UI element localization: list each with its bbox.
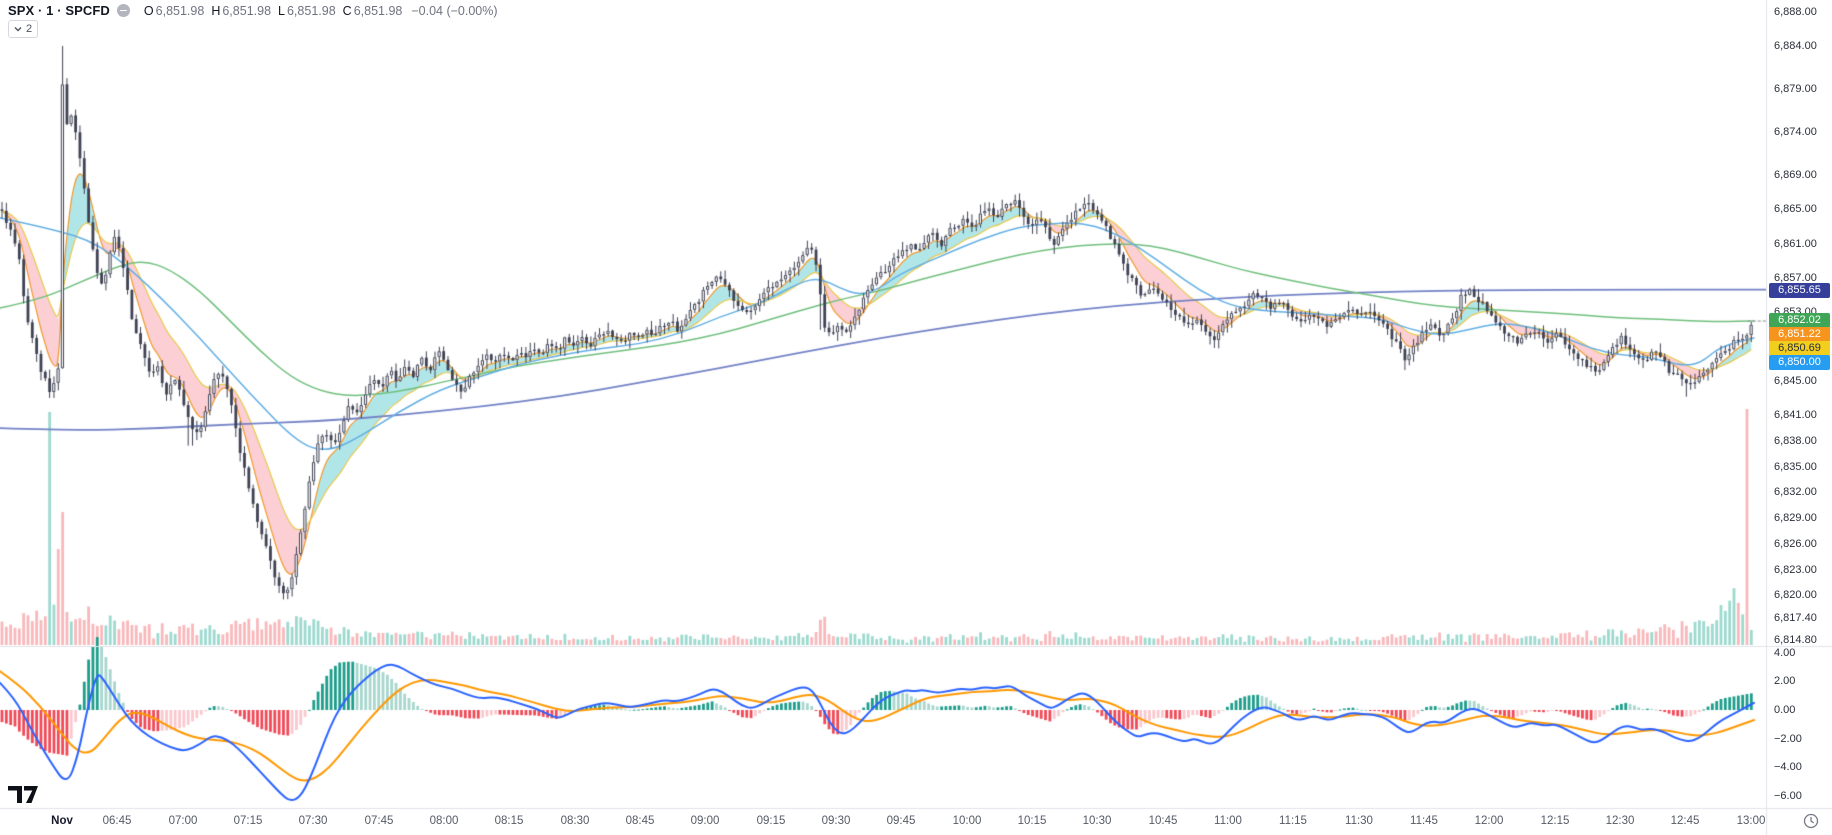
symbol-title[interactable]: SPX · 1 · SPCFD <box>8 3 110 18</box>
time-label: 10:15 <box>1017 815 1047 827</box>
price-scale[interactable]: 6,888.00 6,884.00 6,879.00 6,874.00 6,869.00… <box>1767 0 1832 808</box>
ohlc-values: O 6,851.98 H 6,851.98 L 6,851.98 C 6,851.98 <box>137 4 402 18</box>
time-label: 07:30 <box>298 815 328 827</box>
price-tick-label: 6,832.00 <box>1774 486 1817 498</box>
time-label: 11:45 <box>1410 815 1438 827</box>
price-tick-label: 6,841.00 <box>1774 409 1817 421</box>
time-label: 10:00 <box>952 815 982 827</box>
chevron-down-icon <box>14 27 22 32</box>
ohlc-value: 6,851.98 <box>155 3 205 18</box>
time-scale[interactable]: Nov 06:45 07:00 07:15 07:30 07:45 08:00 08:15 08… <box>0 809 1832 835</box>
price-tick-label: −6.00 <box>1774 790 1802 802</box>
price-tick-label: −2.00 <box>1774 733 1802 745</box>
collapsed-indicator-count: 2 <box>26 23 33 35</box>
time-label: 11:30 <box>1345 815 1373 827</box>
price-tick-label: 6,861.00 <box>1774 238 1817 250</box>
timezone-clock-icon[interactable] <box>1802 812 1820 830</box>
price-tick-label: 6,857.00 <box>1774 272 1817 284</box>
time-label: 12:00 <box>1474 815 1504 827</box>
price-tick-label: 6,865.00 <box>1774 203 1817 215</box>
time-label: 08:15 <box>494 815 524 827</box>
price-badge: 6,852.02 <box>1769 313 1830 328</box>
change-value: −0.04 (−0.00%) <box>411 3 498 18</box>
time-label: 10:30 <box>1082 815 1112 827</box>
ohlc-value: 6,851.98 <box>353 3 403 18</box>
time-label: 09:00 <box>690 815 720 827</box>
price-tick-label: 6,874.00 <box>1774 126 1817 138</box>
price-tick-label: 6,869.00 <box>1774 169 1817 181</box>
time-label: 09:15 <box>756 815 786 827</box>
price-tick-label: 6,814.80 <box>1774 634 1817 646</box>
price-tick-label: 6,826.00 <box>1774 538 1817 550</box>
price-tick-label: 2.00 <box>1774 675 1796 687</box>
price-badge: 6,855.65 <box>1769 283 1830 298</box>
time-label: 11:00 <box>1214 815 1242 827</box>
ohlc-value: 6,851.98 <box>286 3 336 18</box>
time-label: 07:45 <box>364 815 394 827</box>
price-tick-label: 4.00 <box>1774 647 1796 659</box>
price-badge: 6,850.69 <box>1769 341 1830 356</box>
price-tick-label: 6,835.00 <box>1774 461 1817 473</box>
market-status-minus-icon <box>116 4 130 17</box>
time-label: 09:45 <box>886 815 916 827</box>
time-label: 10:45 <box>1148 815 1178 827</box>
price-tick-label: 6,884.00 <box>1774 40 1817 52</box>
price-tick-label: 0.00 <box>1774 704 1796 716</box>
price-tick-label: 6,823.00 <box>1774 564 1817 576</box>
time-label: 12:45 <box>1670 815 1700 827</box>
time-label: 08:45 <box>625 815 655 827</box>
time-label: 09:30 <box>821 815 851 827</box>
price-tick-label: 6,817.40 <box>1774 612 1817 624</box>
time-label: 08:00 <box>429 815 459 827</box>
price-tick-label: 6,879.00 <box>1774 83 1817 95</box>
ohlc-label: L <box>278 3 285 18</box>
legend-collapse-button[interactable]: 2 <box>8 20 39 38</box>
time-label: 13:00 <box>1736 815 1766 827</box>
price-tick-label: 6,829.00 <box>1774 512 1817 524</box>
symbol-legend: SPX · 1 · SPCFD O 6,851.98 H 6,851.98 L 6,851… <box>8 3 498 18</box>
price-tick-label: 6,838.00 <box>1774 435 1817 447</box>
price-tick-label: −4.00 <box>1774 761 1802 773</box>
time-label: 08:30 <box>560 815 590 827</box>
ohlc-value: 6,851.98 <box>222 3 272 18</box>
time-label: 12:15 <box>1540 815 1570 827</box>
ohlc-label: H <box>211 3 221 18</box>
price-badge: 6,850.00 <box>1769 355 1830 370</box>
time-label: 06:45 <box>102 815 132 827</box>
price-tick-label: 6,845.00 <box>1774 375 1817 387</box>
price-tick-label: 6,888.00 <box>1774 6 1817 18</box>
tradingview-logo[interactable] <box>8 786 40 804</box>
time-label: 07:00 <box>168 815 198 827</box>
ohlc-label: C <box>342 3 352 18</box>
time-label: 11:15 <box>1279 815 1307 827</box>
time-label: 07:15 <box>233 815 263 827</box>
time-label: Nov <box>51 815 73 827</box>
ohlc-label: O <box>143 3 154 18</box>
price-tick-label: 6,820.00 <box>1774 589 1817 601</box>
price-badge: 6,851.22 <box>1769 327 1830 342</box>
time-label: 12:30 <box>1605 815 1635 827</box>
